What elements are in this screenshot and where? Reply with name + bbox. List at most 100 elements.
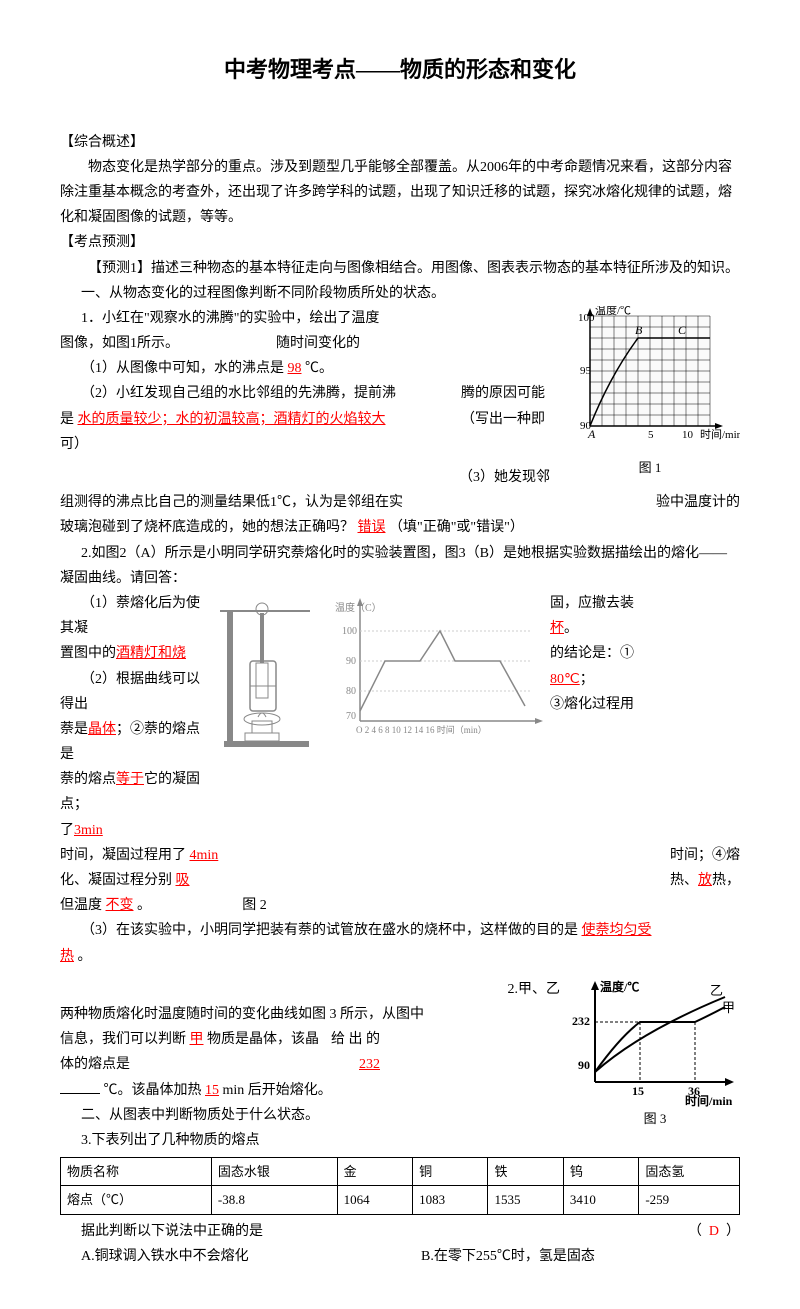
td-0: -38.8 <box>211 1186 337 1214</box>
svg-text:232: 232 <box>572 1014 590 1028</box>
figure-3: 232 90 15 36 温度/℃ 时间/min 乙 甲 图 3 <box>570 977 740 1130</box>
svg-text:乙: 乙 <box>710 983 723 998</box>
q1-2a: （2）小红发现自己组的水比邻组的先沸腾，提前沸 <box>81 386 396 401</box>
q2-2-ans7: 放 <box>698 873 712 888</box>
q4-intro: 3.下表列出了几种物质的熔点 <box>60 1128 740 1153</box>
svg-text:95: 95 <box>580 365 592 377</box>
q1-intro1: 1．小红在"观察水的沸腾"的实验中，绘出了温度 <box>81 311 379 326</box>
svg-text:C: C <box>678 323 687 337</box>
q2-1d: 。 <box>564 621 578 636</box>
q3-c: 给 出 的 <box>331 1027 380 1052</box>
q2-row2: 时间，凝固过程用了 4min 时间；④熔 <box>60 843 740 868</box>
table-header-row: 物质名称 固态水银 金 铜 铁 钨 固态氢 <box>61 1158 740 1186</box>
th-4: 铁 <box>488 1158 563 1186</box>
q2-3b-text: 。 <box>78 949 92 964</box>
q2-3-ans: 使萘均匀受 <box>582 923 652 938</box>
q2-2k: 时间；④熔 <box>670 848 740 863</box>
q2-2h: ③熔化过程用 <box>550 697 634 712</box>
svg-text:时间/min: 时间/min <box>685 1093 733 1107</box>
td-5: -259 <box>639 1186 740 1214</box>
q2-2a: （2）根据曲线可以得出 <box>60 672 200 712</box>
q2-1c: 置图中的 <box>60 646 116 661</box>
q3-f: ℃。该晶体加热 <box>104 1083 202 1098</box>
overview-label: 【综合概述】 <box>60 130 740 155</box>
svg-text:A: A <box>587 427 596 441</box>
svg-text:温度（C）: 温度（C） <box>335 601 382 614</box>
q2-1-ans2: 杯 <box>550 621 564 636</box>
svg-text:10: 10 <box>682 429 694 441</box>
q2-3: （3）在该实验中，小明同学把装有萘的试管放在盛水的烧杯中，这样做的目的是 使萘均… <box>60 918 740 943</box>
q2-2-ans8: 不变 <box>106 898 134 913</box>
th-3: 铜 <box>413 1158 488 1186</box>
td-1: 1064 <box>337 1186 412 1214</box>
td-3: 1535 <box>488 1186 563 1214</box>
svg-text:80: 80 <box>346 686 356 697</box>
th-2: 金 <box>337 1158 412 1186</box>
th-0: 物质名称 <box>61 1158 212 1186</box>
q1-3d: 玻璃泡碰到了烧杯底造成的，她的想法正确吗？ <box>60 520 354 535</box>
q4-optB: B.在零下255℃时，氢是固态 <box>400 1244 740 1269</box>
svg-text:15: 15 <box>632 1084 644 1098</box>
svg-text:100: 100 <box>342 626 357 637</box>
q3-ans1: 甲 <box>190 1032 204 1047</box>
td-2: 1083 <box>413 1186 488 1214</box>
q1-1a: （1）从图像中可知，水的沸点是 <box>81 361 284 376</box>
q1-3a: （3）她发现邻 <box>459 470 550 485</box>
q2-2m: 热、 <box>670 873 698 888</box>
sub1-title: 一、从物态变化的过程图像判断不同阶段物质所处的状态。 <box>60 281 740 306</box>
melting-point-table: 物质名称 固态水银 金 铜 铁 钨 固态氢 熔点（℃） -38.8 1064 1… <box>60 1157 740 1215</box>
q2-3-ans2: 热 <box>60 949 74 964</box>
svg-text:甲: 甲 <box>722 1000 735 1015</box>
svg-text:时间/min: 时间/min <box>700 428 740 441</box>
q2-2b: 的结论是：① <box>550 646 634 661</box>
figure-1: 100 95 90 5 10 时间/min 温度/℃ A B C 图 1 <box>560 306 740 479</box>
q2-2-ans5: 4min <box>190 848 219 863</box>
q2-row4: 但温度 不变 。 图 2 <box>60 893 740 918</box>
q1-2d: （写出一种即 <box>461 407 545 432</box>
q1-3e: （填"正确"或"错误"） <box>389 520 524 535</box>
q2-2c: 萘是 <box>60 722 88 737</box>
q2-2e: ； <box>580 672 594 687</box>
q1-2-answer: 水的质量较少；水的初温较高；酒精灯的火焰较大 <box>78 412 386 427</box>
fig1-caption: 图 1 <box>560 456 740 479</box>
q4-optA: A.铜球调入铁水中不会熔化 <box>60 1244 400 1269</box>
q4-judge-text: 据此判断以下说法中正确的是 <box>81 1224 263 1239</box>
q3-ans3: 15 <box>205 1083 219 1098</box>
svg-text:温度/℃: 温度/℃ <box>600 979 639 994</box>
td-4: 3410 <box>563 1186 638 1214</box>
th-6: 固态氢 <box>639 1158 740 1186</box>
q2-2n: 热， <box>712 873 740 888</box>
q3-g: min 后开始熔化。 <box>223 1083 332 1098</box>
q3-b: 两种物质熔化时温度随时间的变化曲线如图 3 所示，从图中 <box>60 1007 424 1022</box>
q1-3b: 组测得的沸点比自己的测量结果低1℃，认为是邻组在实 <box>60 495 403 510</box>
svg-text:90: 90 <box>346 656 356 667</box>
q4-answer: D <box>709 1224 719 1239</box>
q1-1-answer: 98 <box>288 361 302 376</box>
q2-2l: 化、凝固过程分别 <box>60 873 172 888</box>
svg-text:90: 90 <box>578 1058 590 1072</box>
q2-2-ans3: 等于 <box>116 772 144 787</box>
svg-text:70: 70 <box>346 711 356 722</box>
svg-text:5: 5 <box>648 429 654 441</box>
q3-ans2: 232 <box>359 1052 380 1077</box>
q2-intro: 2.如图2（A）所示是小明同学研究萘熔化时的实验装置图，图3（B）是她根据实验数… <box>60 541 740 591</box>
forecast-label: 【考点预测】 <box>60 230 740 255</box>
page-title: 中考物理考点——物质的形态和变化 <box>60 50 740 90</box>
q2-1a: （1）萘熔化后为使其凝 <box>60 596 200 636</box>
fig2-caption: 图 2 <box>155 893 355 918</box>
q4-judge: 据此判断以下说法中正确的是 （ D ） <box>60 1219 740 1244</box>
q1-3c: 验中温度计的 <box>656 490 740 515</box>
overview-text: 物态变化是热学部分的重点。涉及到题型几乎能够全部覆盖。从2006年的中考命题情况… <box>60 155 740 231</box>
q2-2p: 。 <box>137 898 151 913</box>
q2-2-ans2: 80℃ <box>550 672 580 687</box>
q1-3-line3: 玻璃泡碰到了烧杯底造成的，她的想法正确吗？ 错误 （填"正确"或"错误"） <box>60 515 740 540</box>
svg-text:温度/℃: 温度/℃ <box>595 306 631 317</box>
q2-2j: 时间，凝固过程用了 <box>60 848 186 863</box>
q4-options: A.铜球调入铁水中不会熔化 B.在零下255℃时，氢是固态 <box>60 1244 740 1269</box>
q1-2b: 腾的原因可能 <box>440 381 545 406</box>
q1-3-answer: 错误 <box>358 520 386 535</box>
th-5: 钨 <box>563 1158 638 1186</box>
th-1: 固态水银 <box>211 1158 337 1186</box>
q2-2o: 但温度 <box>60 898 102 913</box>
q2-2i: 了 <box>60 823 74 838</box>
